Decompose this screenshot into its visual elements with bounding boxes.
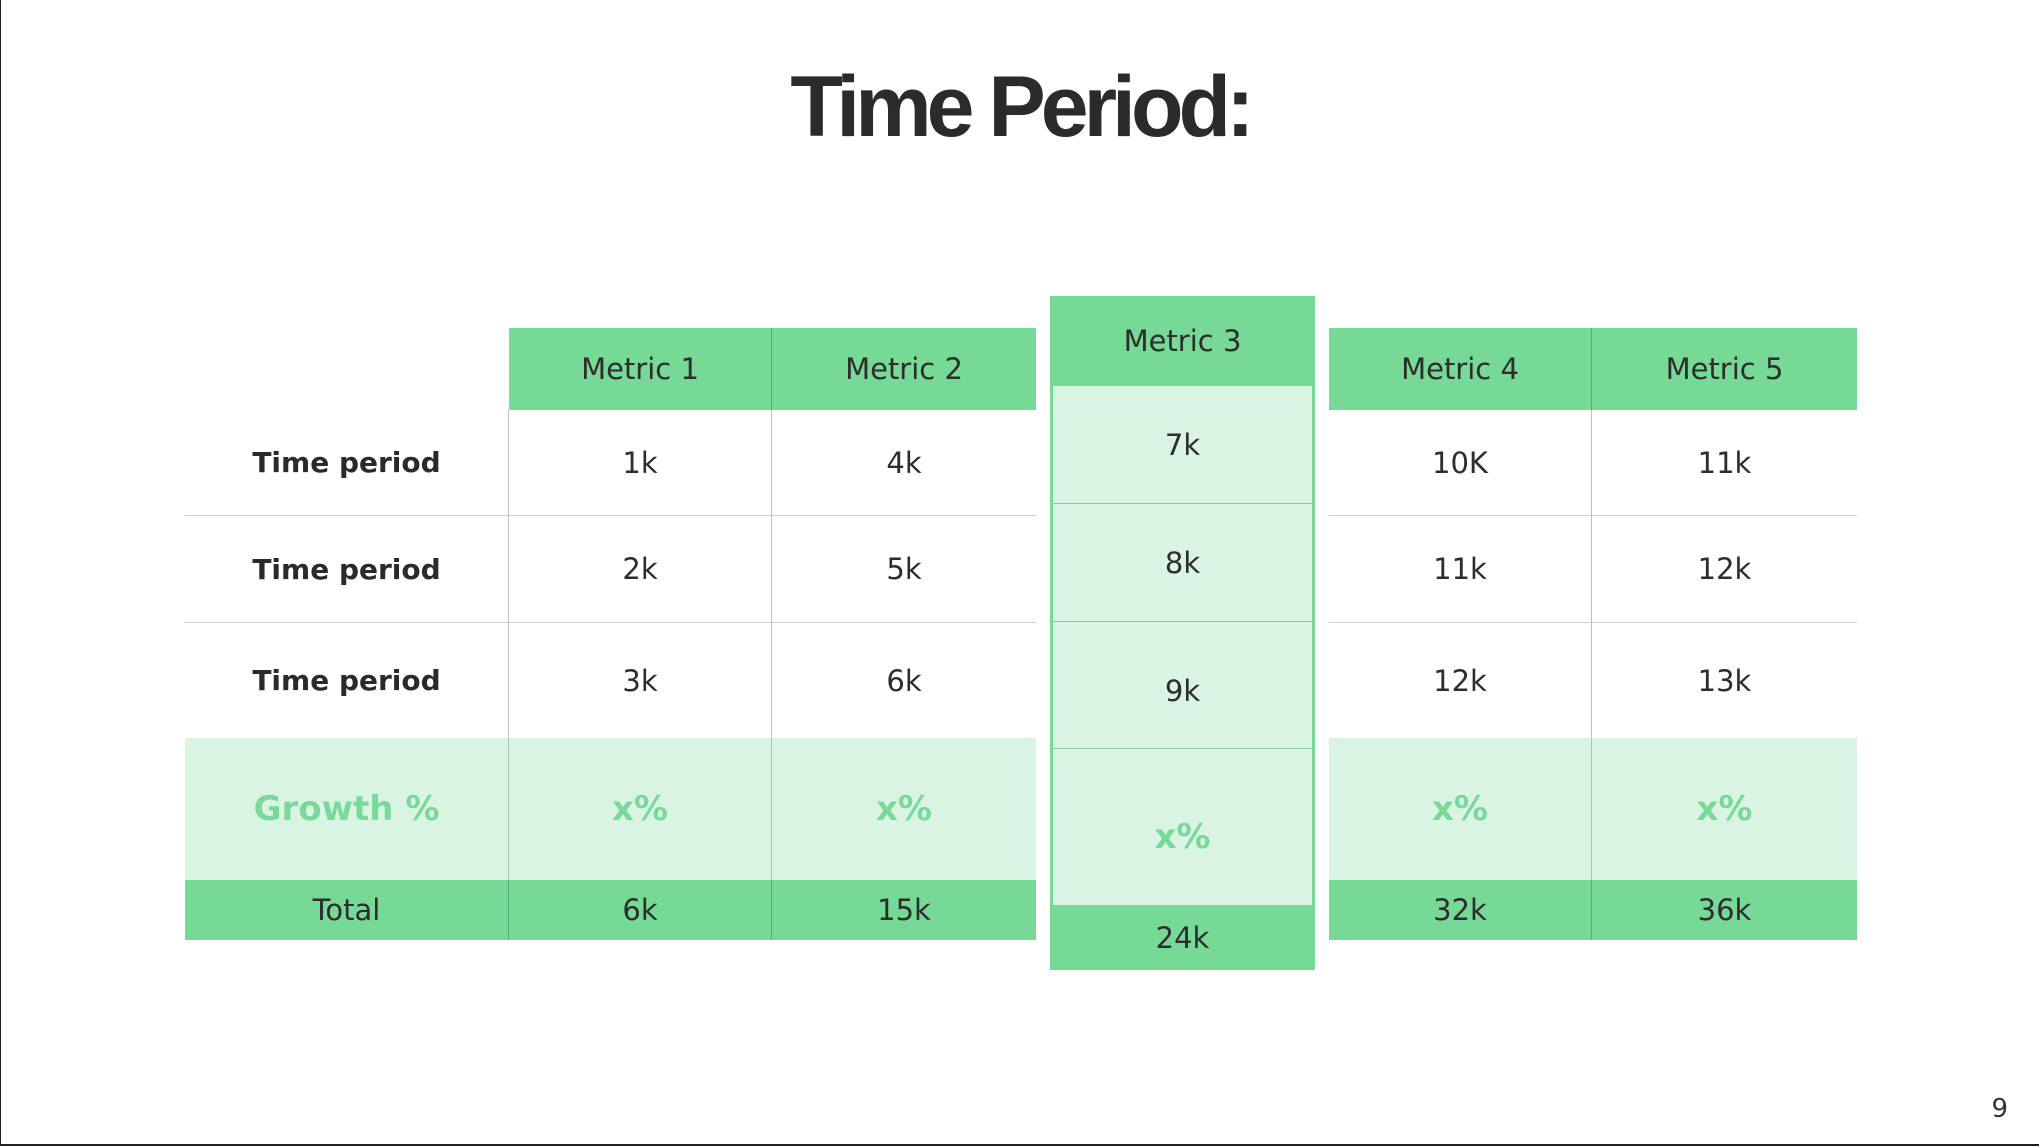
total-cell: 32k (1329, 880, 1592, 940)
page-number: 9 (1991, 1094, 2008, 1124)
table-cell: 9k (1053, 622, 1312, 749)
table-cell: 12k (1592, 516, 1857, 623)
growth-label: Growth % (185, 738, 509, 880)
table-cell: 4k (772, 410, 1036, 516)
total-cell: 15k (772, 880, 1036, 940)
table-cell: 10K (1329, 410, 1592, 516)
table-cell: 7k (1053, 386, 1312, 504)
growth-cell: x% (1154, 817, 1211, 857)
column-header-metric-4: Metric 4 (1329, 328, 1592, 410)
growth-cell: x% (772, 738, 1036, 880)
total-cell: 24k (1155, 920, 1210, 955)
table-cell: 2k (509, 516, 772, 623)
table-cell: 8k (1053, 504, 1312, 622)
column-header-metric-2: Metric 2 (772, 328, 1036, 410)
table-cell: 12k (1329, 623, 1592, 738)
column-header-metric-3: Metric 3 (1123, 324, 1242, 358)
column-header-metric-5: Metric 5 (1592, 328, 1857, 410)
row-label: Time period (185, 410, 509, 516)
column-header-metric-1: Metric 1 (509, 328, 772, 410)
table-cell: 11k (1329, 516, 1592, 623)
table-cell: 13k (1697, 663, 1752, 698)
growth-cell: x% (1329, 738, 1592, 880)
row-label: Time period (185, 516, 509, 623)
page-title: Time Period: (790, 59, 1254, 155)
growth-cell: x% (509, 738, 772, 880)
table-cell: 1k (509, 410, 772, 516)
total-cell: 36k (1592, 880, 1857, 940)
total-cell: 6k (509, 880, 772, 940)
highlighted-column-body (1053, 386, 1312, 905)
total-label: Total (185, 880, 509, 940)
row-label: Time period (185, 623, 509, 738)
table-cell: 6k (886, 663, 922, 698)
table-cell: 11k (1592, 410, 1857, 516)
table-cell: 5k (772, 516, 1036, 623)
table-cell: 3k (509, 623, 772, 738)
growth-cell: x% (1592, 738, 1857, 880)
